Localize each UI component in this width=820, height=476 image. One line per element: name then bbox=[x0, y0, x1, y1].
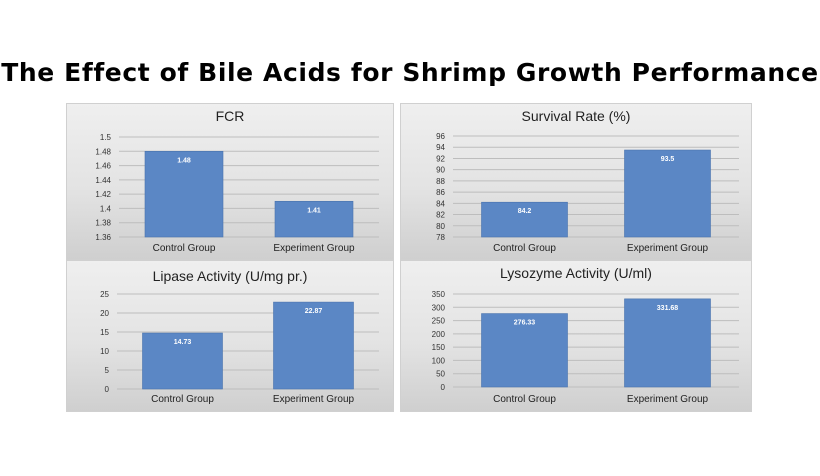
category-label: Control Group bbox=[153, 243, 216, 254]
data-label: 1.48 bbox=[177, 157, 191, 164]
category-label: Experiment Group bbox=[627, 243, 709, 254]
y-tick-label: 1.36 bbox=[95, 233, 111, 242]
y-tick-label: 96 bbox=[436, 132, 445, 141]
category-label: Control Group bbox=[493, 243, 556, 254]
y-tick-label: 50 bbox=[436, 370, 445, 379]
y-tick-label: 25 bbox=[100, 290, 109, 299]
y-tick-label: 1.38 bbox=[95, 219, 111, 228]
survival-rate-chart-panel: Survival Rate (%) 96 94 92 90 88 86 84 82 80 78 84.… bbox=[400, 103, 752, 260]
bar bbox=[481, 201, 568, 238]
lipase-activity-chart-panel: Lipase Activity (U/mg pr.) 25 20 15 10 5 0 14.7… bbox=[66, 260, 394, 412]
bar bbox=[273, 301, 354, 390]
fcr-chart-panel: FCR 1.5 1.48 1.46 1.44 1.42 1.4 1.38 1.36 1.48 Con… bbox=[66, 103, 394, 260]
y-tick-label: 350 bbox=[432, 290, 446, 299]
category-label: Control Group bbox=[151, 394, 214, 405]
y-tick-label: 1.5 bbox=[100, 133, 112, 142]
y-tick-label: 86 bbox=[436, 188, 445, 197]
lysozyme-activity-chart: Lysozyme Activity (U/ml) 350 300 250 200 150 1… bbox=[432, 265, 739, 405]
y-tick-label: 84 bbox=[436, 199, 445, 208]
category-label: Control Group bbox=[493, 394, 556, 405]
fcr-chart-title: FCR bbox=[216, 108, 245, 124]
y-tick-label: 200 bbox=[432, 330, 446, 339]
y-tick-label: 5 bbox=[105, 366, 110, 375]
bar bbox=[144, 150, 224, 238]
category-label: Experiment Group bbox=[273, 394, 355, 405]
y-tick-label: 1.42 bbox=[95, 190, 111, 199]
bar bbox=[624, 298, 711, 388]
lysozyme-chart-title: Lysozyme Activity (U/ml) bbox=[500, 265, 652, 281]
y-tick-label: 150 bbox=[432, 343, 446, 352]
data-label: 14.73 bbox=[174, 339, 192, 346]
survival-chart-title: Survival Rate (%) bbox=[522, 108, 631, 124]
data-label: 331.68 bbox=[657, 305, 679, 312]
y-tick-label: 20 bbox=[100, 309, 109, 318]
y-tick-label: 300 bbox=[432, 303, 446, 312]
survival-rate-chart: Survival Rate (%) 96 94 92 90 88 86 84 82 80 78 84.… bbox=[436, 108, 739, 254]
lipase-activity-chart: Lipase Activity (U/mg pr.) 25 20 15 10 5 0 14.7… bbox=[100, 268, 379, 405]
bar bbox=[481, 313, 568, 388]
y-tick-label: 92 bbox=[436, 154, 445, 163]
y-tick-label: 1.4 bbox=[100, 204, 112, 213]
y-tick-label: 78 bbox=[436, 233, 445, 242]
y-tick-label: 1.48 bbox=[95, 147, 111, 156]
y-tick-label: 250 bbox=[432, 317, 446, 326]
y-tick-label: 10 bbox=[100, 347, 109, 356]
bar bbox=[142, 332, 223, 390]
data-label: 84.2 bbox=[518, 208, 532, 215]
y-tick-label: 1.44 bbox=[95, 176, 111, 185]
y-tick-label: 1.46 bbox=[95, 162, 111, 171]
lysozyme-activity-chart-panel: Lysozyme Activity (U/ml) 350 300 250 200 150 1… bbox=[400, 260, 752, 412]
y-tick-label: 90 bbox=[436, 166, 445, 175]
bar bbox=[624, 149, 711, 238]
y-tick-label: 15 bbox=[100, 328, 109, 337]
data-label: 1.41 bbox=[307, 207, 321, 214]
y-tick-label: 0 bbox=[441, 383, 446, 392]
y-tick-label: 82 bbox=[436, 211, 445, 220]
category-label: Experiment Group bbox=[627, 394, 709, 405]
y-tick-label: 0 bbox=[105, 385, 110, 394]
bar bbox=[274, 200, 354, 238]
data-label: 93.5 bbox=[661, 156, 675, 163]
category-label: Experiment Group bbox=[273, 243, 355, 254]
y-tick-label: 80 bbox=[436, 222, 445, 231]
data-label: 22.87 bbox=[305, 308, 323, 315]
data-label: 276.33 bbox=[514, 320, 536, 327]
lipase-chart-title: Lipase Activity (U/mg pr.) bbox=[153, 268, 308, 284]
y-tick-label: 94 bbox=[436, 143, 445, 152]
page-title: The Effect of Bile Acids for Shrimp Grow… bbox=[1, 58, 819, 87]
y-tick-label: 100 bbox=[432, 356, 446, 365]
y-tick-label: 88 bbox=[436, 177, 445, 186]
fcr-chart: FCR 1.5 1.48 1.46 1.44 1.42 1.4 1.38 1.36 1.48 Con… bbox=[95, 108, 379, 254]
